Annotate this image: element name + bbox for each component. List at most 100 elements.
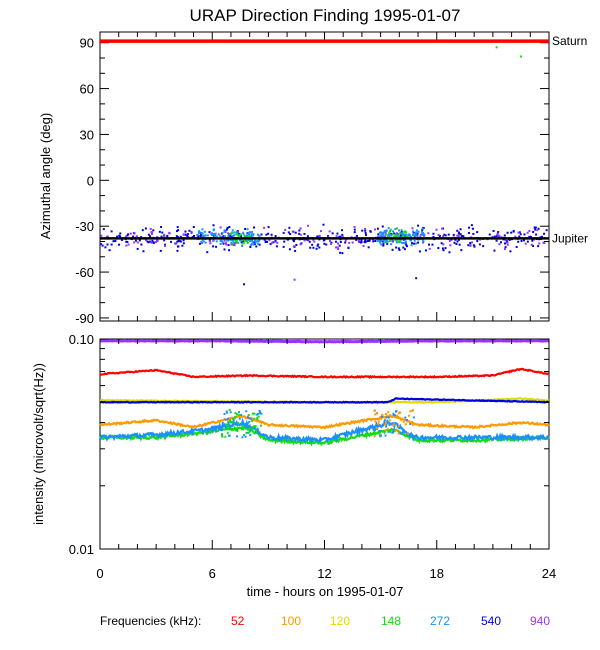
azimuth-point — [161, 231, 164, 234]
azimuth-outlier — [495, 46, 498, 49]
intensity-burst-point — [249, 434, 252, 437]
intensity-burst-point — [375, 412, 378, 415]
azimuth-point — [404, 240, 407, 243]
azimuth-point — [230, 232, 233, 235]
azimuth-point — [403, 242, 406, 245]
azimuth-point — [100, 234, 103, 237]
azimuth-point — [252, 243, 255, 246]
azimuth-point — [400, 231, 403, 234]
intensity-burst-point — [374, 413, 377, 416]
azimuth-point — [405, 231, 408, 234]
azimuth-point — [246, 241, 249, 244]
azimuth-point — [226, 239, 229, 242]
azimuth-point — [514, 235, 517, 238]
azimuth-point — [351, 241, 354, 244]
y-tick-label: -90 — [75, 311, 94, 326]
intensity-burst-point — [392, 412, 395, 415]
azimuth-point — [545, 229, 548, 232]
azimuth-point — [256, 240, 259, 243]
legend-entry-120: 120 — [330, 614, 350, 628]
azimuth-point — [274, 235, 277, 238]
azimuth-point — [158, 230, 161, 233]
azimuth-point — [503, 242, 506, 245]
azimuth-point — [341, 229, 344, 232]
legend-entry-540: 540 — [481, 614, 501, 628]
azimuth-point — [413, 234, 416, 237]
azimuth-point — [373, 228, 376, 231]
azimuth-point — [200, 241, 203, 244]
azimuth-point — [396, 241, 399, 244]
azimuth-point — [364, 233, 367, 236]
azimuth-point — [223, 248, 226, 251]
intensity-panel: 0.10 0.01 intensity (microvolt/sqrt(Hz)) — [31, 332, 550, 557]
azimuth-point — [386, 242, 389, 245]
azimuth-point — [308, 240, 311, 243]
azimuth-point — [388, 231, 391, 234]
azimuth-point — [227, 234, 230, 237]
azimuth-point — [526, 240, 529, 243]
azimuth-point — [223, 229, 226, 232]
azimuth-point — [396, 232, 399, 235]
azimuth-point — [299, 233, 302, 236]
azimuth-point — [495, 235, 498, 238]
azimuth-point — [534, 228, 537, 231]
azimuth-point — [476, 231, 479, 234]
azimuth-point — [125, 244, 128, 247]
azimuth-point — [504, 246, 507, 249]
azimuth-point — [101, 244, 104, 247]
azimuth-point — [420, 230, 423, 233]
azimuth-panel: 90 60 30 0 -30 -60 -90 Saturn Jupiter Azimutha… — [38, 31, 588, 326]
azimuth-point — [307, 224, 310, 227]
azimuth-point — [531, 244, 534, 247]
azimuth-point — [417, 238, 420, 241]
azimuth-point — [144, 227, 147, 230]
azimuth-point — [383, 229, 386, 232]
azimuth-point — [316, 244, 319, 247]
azimuth-point — [134, 239, 137, 242]
azimuth-point — [441, 227, 444, 230]
azimuth-point — [382, 244, 385, 247]
azimuth-point — [382, 242, 385, 245]
azimuth-point — [338, 244, 341, 247]
azimuth-point — [258, 243, 261, 246]
azimuth-point — [106, 235, 109, 238]
azimuth-point — [176, 240, 179, 243]
azimuth-point — [342, 236, 345, 239]
azimuth-point — [235, 240, 238, 243]
intensity-burst-point — [246, 416, 249, 419]
azimuth-point — [442, 243, 445, 246]
intensity-series-100 — [99, 413, 550, 430]
azimuth-point — [241, 238, 244, 241]
azimuth-point — [129, 232, 132, 235]
azimuth-point — [361, 229, 364, 232]
x-tick-label: 24 — [542, 566, 556, 581]
azimuth-point — [288, 248, 291, 251]
azimuth-point — [394, 233, 397, 236]
saturn-label: Saturn — [552, 34, 587, 48]
azimuth-point — [148, 240, 151, 243]
intensity-burst-point — [243, 434, 246, 437]
azimuth-point — [498, 234, 501, 237]
intensity-burst-point — [253, 417, 256, 420]
intensity-burst-point — [253, 412, 256, 415]
intensity-burst-point — [387, 430, 390, 433]
intensity-burst-point — [231, 427, 234, 430]
azimuth-point — [156, 236, 159, 239]
azimuth-point — [353, 225, 356, 228]
azimuth-point — [249, 244, 252, 247]
intensity-burst-point — [385, 416, 388, 419]
intensity-burst-point — [238, 417, 241, 420]
azimuth-point — [230, 243, 233, 246]
intensity-burst-point — [228, 408, 231, 411]
azimuth-point — [201, 234, 204, 237]
intensity-burst-point — [383, 415, 386, 418]
intensity-burst-point — [385, 413, 388, 416]
azimuth-point — [339, 235, 342, 238]
azimuth-point — [212, 233, 215, 236]
azimuth-point — [412, 231, 415, 234]
intensity-burst-point — [236, 435, 239, 438]
azimuth-point — [284, 228, 287, 231]
azimuth-point — [458, 243, 461, 246]
azimuth-point — [272, 241, 275, 244]
azimuth-point — [427, 232, 430, 235]
